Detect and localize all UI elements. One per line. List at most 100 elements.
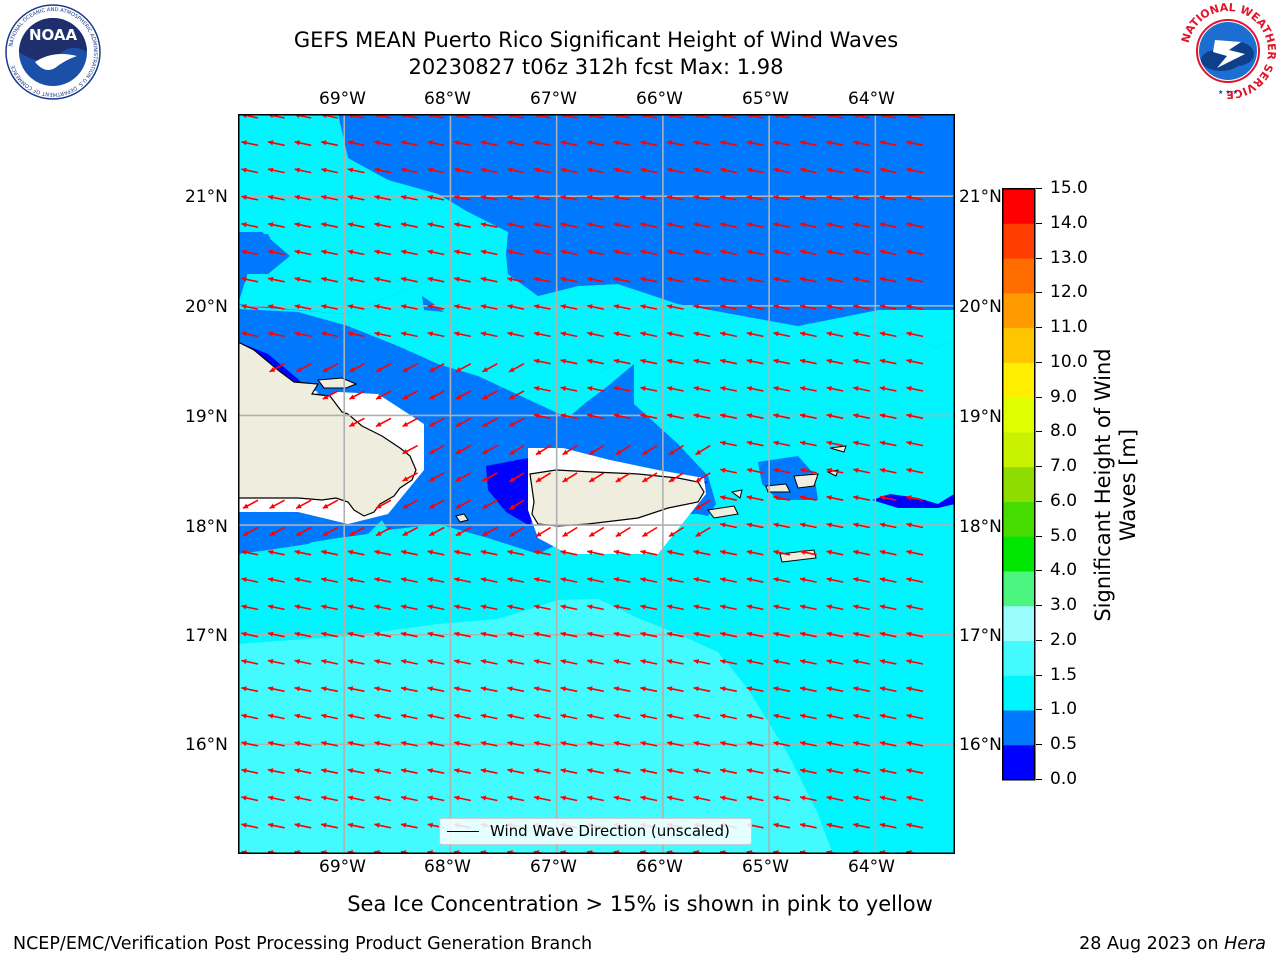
wave-direction-arrow — [481, 499, 498, 510]
wave-direction-arrow — [879, 358, 897, 365]
wave-direction-arrow — [773, 467, 791, 474]
wave-direction-arrow — [400, 768, 418, 774]
wave-direction-arrow — [267, 249, 285, 256]
wave-direction-arrow — [455, 472, 472, 482]
wave-direction-arrow — [428, 526, 445, 537]
wave-direction-arrow — [799, 658, 817, 665]
wave-direction-arrow — [826, 222, 844, 228]
wave-direction-arrow — [799, 222, 817, 228]
wave-direction-arrow — [773, 686, 791, 693]
wave-direction-arrow — [906, 413, 924, 420]
wave-direction-arrow — [241, 686, 259, 693]
wave-direction-arrow — [640, 304, 658, 310]
wave-direction-arrow — [826, 331, 844, 338]
wave-direction-arrow — [799, 331, 817, 338]
wave-direction-arrow — [773, 768, 791, 774]
wave-direction-arrow — [641, 472, 658, 483]
wave-direction-arrow — [613, 768, 631, 774]
wave-direction-arrow — [295, 499, 312, 510]
wave-direction-arrow — [719, 768, 737, 774]
wave-direction-arrow — [533, 740, 551, 747]
wave-direction-arrow — [400, 604, 418, 611]
wave-direction-arrow — [241, 276, 259, 283]
colorbar-segment — [1002, 744, 1035, 781]
wave-direction-arrow — [374, 768, 392, 774]
wave-direction-arrow — [480, 304, 498, 310]
wave-direction-arrow — [906, 440, 924, 447]
wave-direction-arrow — [613, 631, 631, 638]
wave-direction-arrow — [693, 276, 711, 283]
wave-direction-arrow — [267, 222, 285, 228]
wave-direction-arrow — [560, 304, 578, 310]
colorbar-tick-mark — [1036, 570, 1042, 572]
wave-direction-arrow — [241, 140, 259, 147]
wave-direction-arrow — [533, 222, 551, 228]
wave-direction-arrow — [719, 658, 737, 665]
wave-direction-arrow — [852, 440, 870, 447]
colorbar-segment — [1002, 293, 1035, 329]
wave-direction-arrow — [668, 526, 685, 538]
wave-direction-arrow — [746, 658, 764, 665]
wave-direction-arrow — [560, 222, 578, 228]
wave-direction-arrow — [746, 768, 764, 774]
wave-direction-arrow — [826, 440, 844, 447]
wave-direction-arrow — [773, 304, 791, 310]
wave-direction-arrow — [533, 768, 551, 774]
wave-direction-arrow — [826, 358, 844, 365]
wave-direction-arrow — [826, 495, 844, 501]
wave-direction-arrow — [719, 222, 737, 228]
colorbar-tick-mark — [1036, 292, 1042, 294]
wave-direction-arrow — [799, 822, 817, 829]
wave-direction-arrow — [746, 413, 764, 420]
wave-direction-arrow — [347, 577, 365, 583]
colorbar-segment — [1002, 640, 1035, 676]
wave-direction-arrow — [799, 249, 817, 256]
colorbar-segment — [1002, 188, 1035, 224]
wave-direction-arrow — [241, 549, 259, 556]
wave-direction-arrow — [241, 631, 259, 638]
wave-direction-arrow — [347, 631, 365, 638]
wave-direction-arrow — [695, 444, 711, 456]
wave-direction-arrow — [241, 795, 259, 802]
lat-label-right-16n: 16°N — [959, 735, 1002, 755]
wave-direction-arrow — [400, 194, 418, 201]
wave-direction-arrow — [586, 331, 604, 338]
lat-label-left-17n: 17°N — [185, 626, 228, 646]
wave-direction-arrow — [666, 194, 684, 201]
wave-direction-arrow — [746, 140, 764, 147]
wave-direction-arrow — [746, 467, 764, 474]
colorbar-tick-mark — [1036, 222, 1042, 224]
colorbar-tick-mark — [1036, 431, 1042, 433]
wave-direction-arrow — [508, 444, 525, 456]
wave-direction-arrow — [640, 358, 658, 365]
wave-direction-arrow — [507, 631, 525, 638]
wave-direction-arrow — [719, 522, 737, 529]
lat-label-left-19n: 19°N — [185, 407, 228, 427]
wave-direction-arrow — [533, 413, 551, 420]
wave-direction-arrow — [826, 276, 844, 283]
wave-direction-arrow — [507, 331, 525, 338]
wave-direction-arrow — [560, 167, 578, 174]
wave-direction-arrow — [375, 390, 392, 400]
wave-direction-arrow — [719, 740, 737, 747]
wave-height-map — [238, 114, 955, 854]
wave-direction-arrow — [906, 522, 924, 529]
wave-direction-arrow — [533, 686, 551, 693]
wave-direction-arrow — [746, 331, 764, 338]
wave-direction-arrow — [428, 499, 445, 510]
wave-direction-arrow — [267, 822, 285, 829]
wave-direction-arrow — [613, 795, 631, 802]
wave-direction-arrow — [906, 304, 924, 310]
wave-direction-arrow — [507, 768, 525, 774]
wave-direction-arrow — [640, 331, 658, 338]
wave-direction-arrow — [427, 577, 445, 583]
colorbar-segment — [1002, 397, 1035, 433]
wave-direction-arrow — [374, 577, 392, 583]
wave-direction-arrow — [241, 658, 259, 665]
wave-direction-arrow — [481, 526, 498, 537]
wave-direction-arrow — [613, 686, 631, 693]
wave-direction-arrow — [773, 385, 791, 392]
wave-direction-arrow — [666, 795, 684, 802]
wave-direction-arrow — [826, 822, 844, 829]
wave-direction-arrow — [746, 440, 764, 447]
